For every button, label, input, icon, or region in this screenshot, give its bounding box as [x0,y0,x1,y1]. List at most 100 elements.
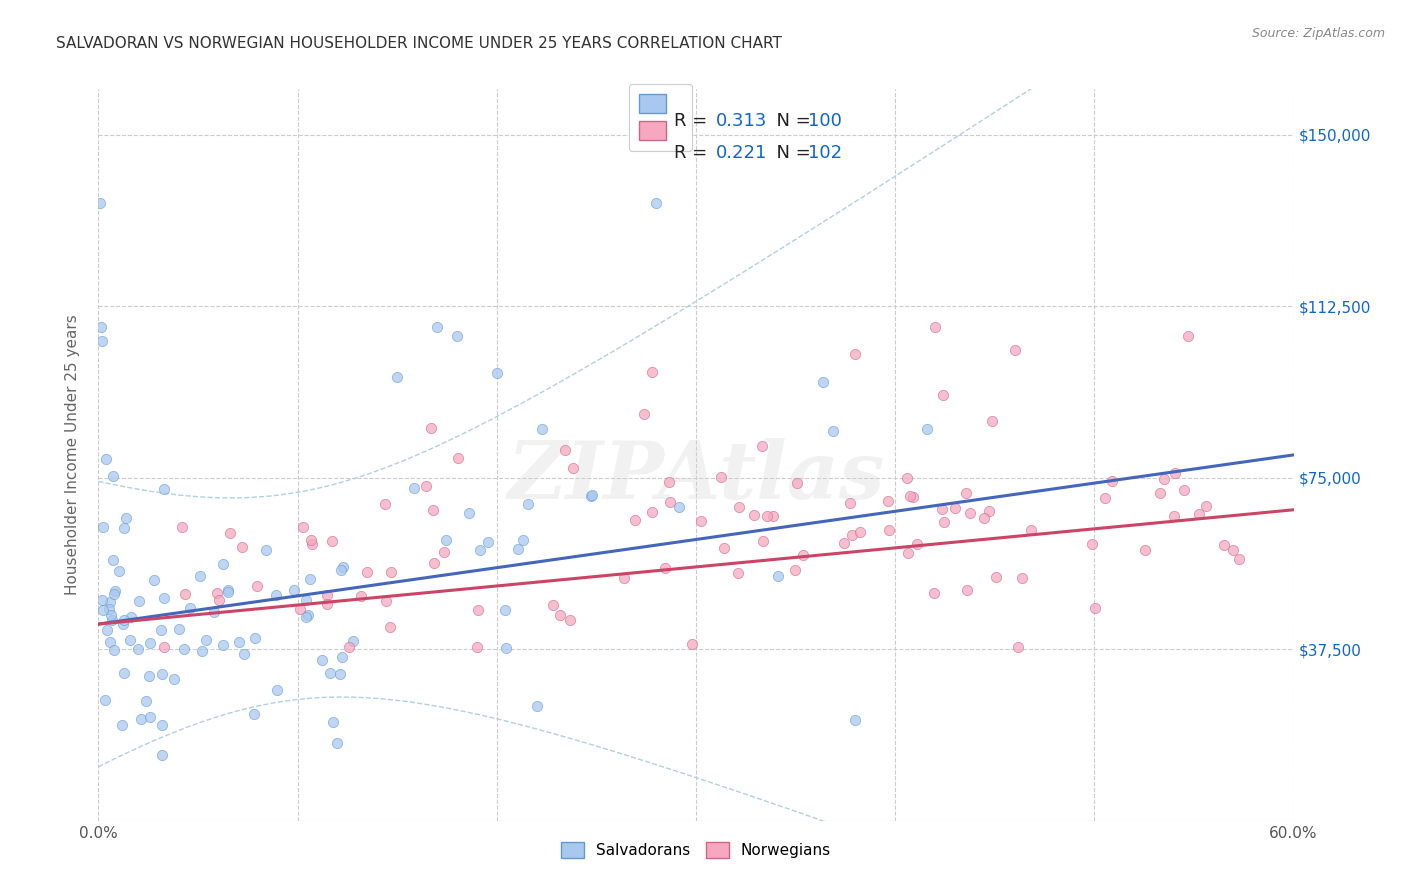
Point [977,504,1000,518]
Point [150,623,173,637]
Point [217,582,239,597]
Text: 0.313: 0.313 [716,112,768,130]
Point [1094,491,1116,506]
Point [877,523,900,537]
Point [228,634,250,648]
Point [101,613,124,627]
Point [219,525,242,540]
Point [766,568,789,582]
Point [245,631,267,645]
Point [290,601,312,615]
Point [1007,640,1029,654]
Point [188,569,211,583]
Point [457,506,479,520]
Point [152,482,174,496]
Point [208,592,231,607]
Point [467,602,489,616]
Point [298,572,321,586]
Point [1021,523,1043,537]
Point [231,540,253,554]
Point [1153,473,1175,487]
Point [1081,536,1104,550]
Point [548,607,571,622]
Point [973,511,995,525]
Point [713,541,735,556]
Point [981,414,1004,428]
Point [150,718,173,732]
Point [266,683,288,698]
Point [378,620,401,634]
Point [641,365,664,379]
Text: N =: N = [765,112,817,130]
Point [90,593,112,607]
Point [104,583,127,598]
Point [319,666,342,681]
Point [641,505,664,519]
Point [297,608,319,623]
Point [690,514,713,528]
Point [1177,329,1199,343]
Point [839,495,862,509]
Point [654,561,676,575]
Point [246,579,269,593]
Point [419,421,441,435]
Point [98,595,121,609]
Text: SALVADORAN VS NORWEGIAN HOUSEHOLDER INCOME UNDER 25 YEARS CORRELATION CHART: SALVADORAN VS NORWEGIAN HOUSEHOLDER INCO… [56,36,782,51]
Point [823,424,845,438]
Legend: Salvadorans, Norwegians: Salvadorans, Norwegians [555,836,837,864]
Point [321,533,343,548]
Point [233,647,256,661]
Point [762,509,785,524]
Point [1135,543,1157,558]
Point [785,563,807,577]
Point [658,495,681,509]
Point [329,563,352,577]
Point [96,623,118,637]
Point [426,319,449,334]
Point [332,559,354,574]
Point [120,632,142,647]
Point [191,644,214,658]
Point [1212,539,1234,553]
Point [316,588,339,602]
Text: ZIPAtlas: ZIPAtlas [508,438,884,516]
Point [194,633,217,648]
Point [115,511,138,525]
Point [173,642,195,657]
Point [311,652,333,666]
Point [101,469,124,483]
Point [374,497,396,511]
Point [205,586,228,600]
Point [138,668,160,682]
Text: R =: R = [673,144,713,162]
Point [579,489,602,503]
Point [917,422,939,436]
Point [316,597,339,611]
Point [727,566,749,580]
Point [494,603,516,617]
Point [924,586,946,600]
Point [755,509,778,524]
Point [94,451,117,466]
Point [97,602,120,616]
Text: 100: 100 [807,112,841,130]
Point [1227,551,1250,566]
Point [350,589,373,603]
Point [1101,474,1123,488]
Text: R =: R = [673,112,713,130]
Point [896,470,918,484]
Point [135,694,157,708]
Point [90,334,112,348]
Point [931,502,953,516]
Point [90,319,112,334]
Point [465,640,488,654]
Point [103,642,125,657]
Point [120,610,142,624]
Point [848,524,870,539]
Point [385,370,409,384]
Point [681,637,703,651]
Point [91,519,114,533]
Point [1222,543,1244,558]
Point [984,570,1007,584]
Point [751,439,773,453]
